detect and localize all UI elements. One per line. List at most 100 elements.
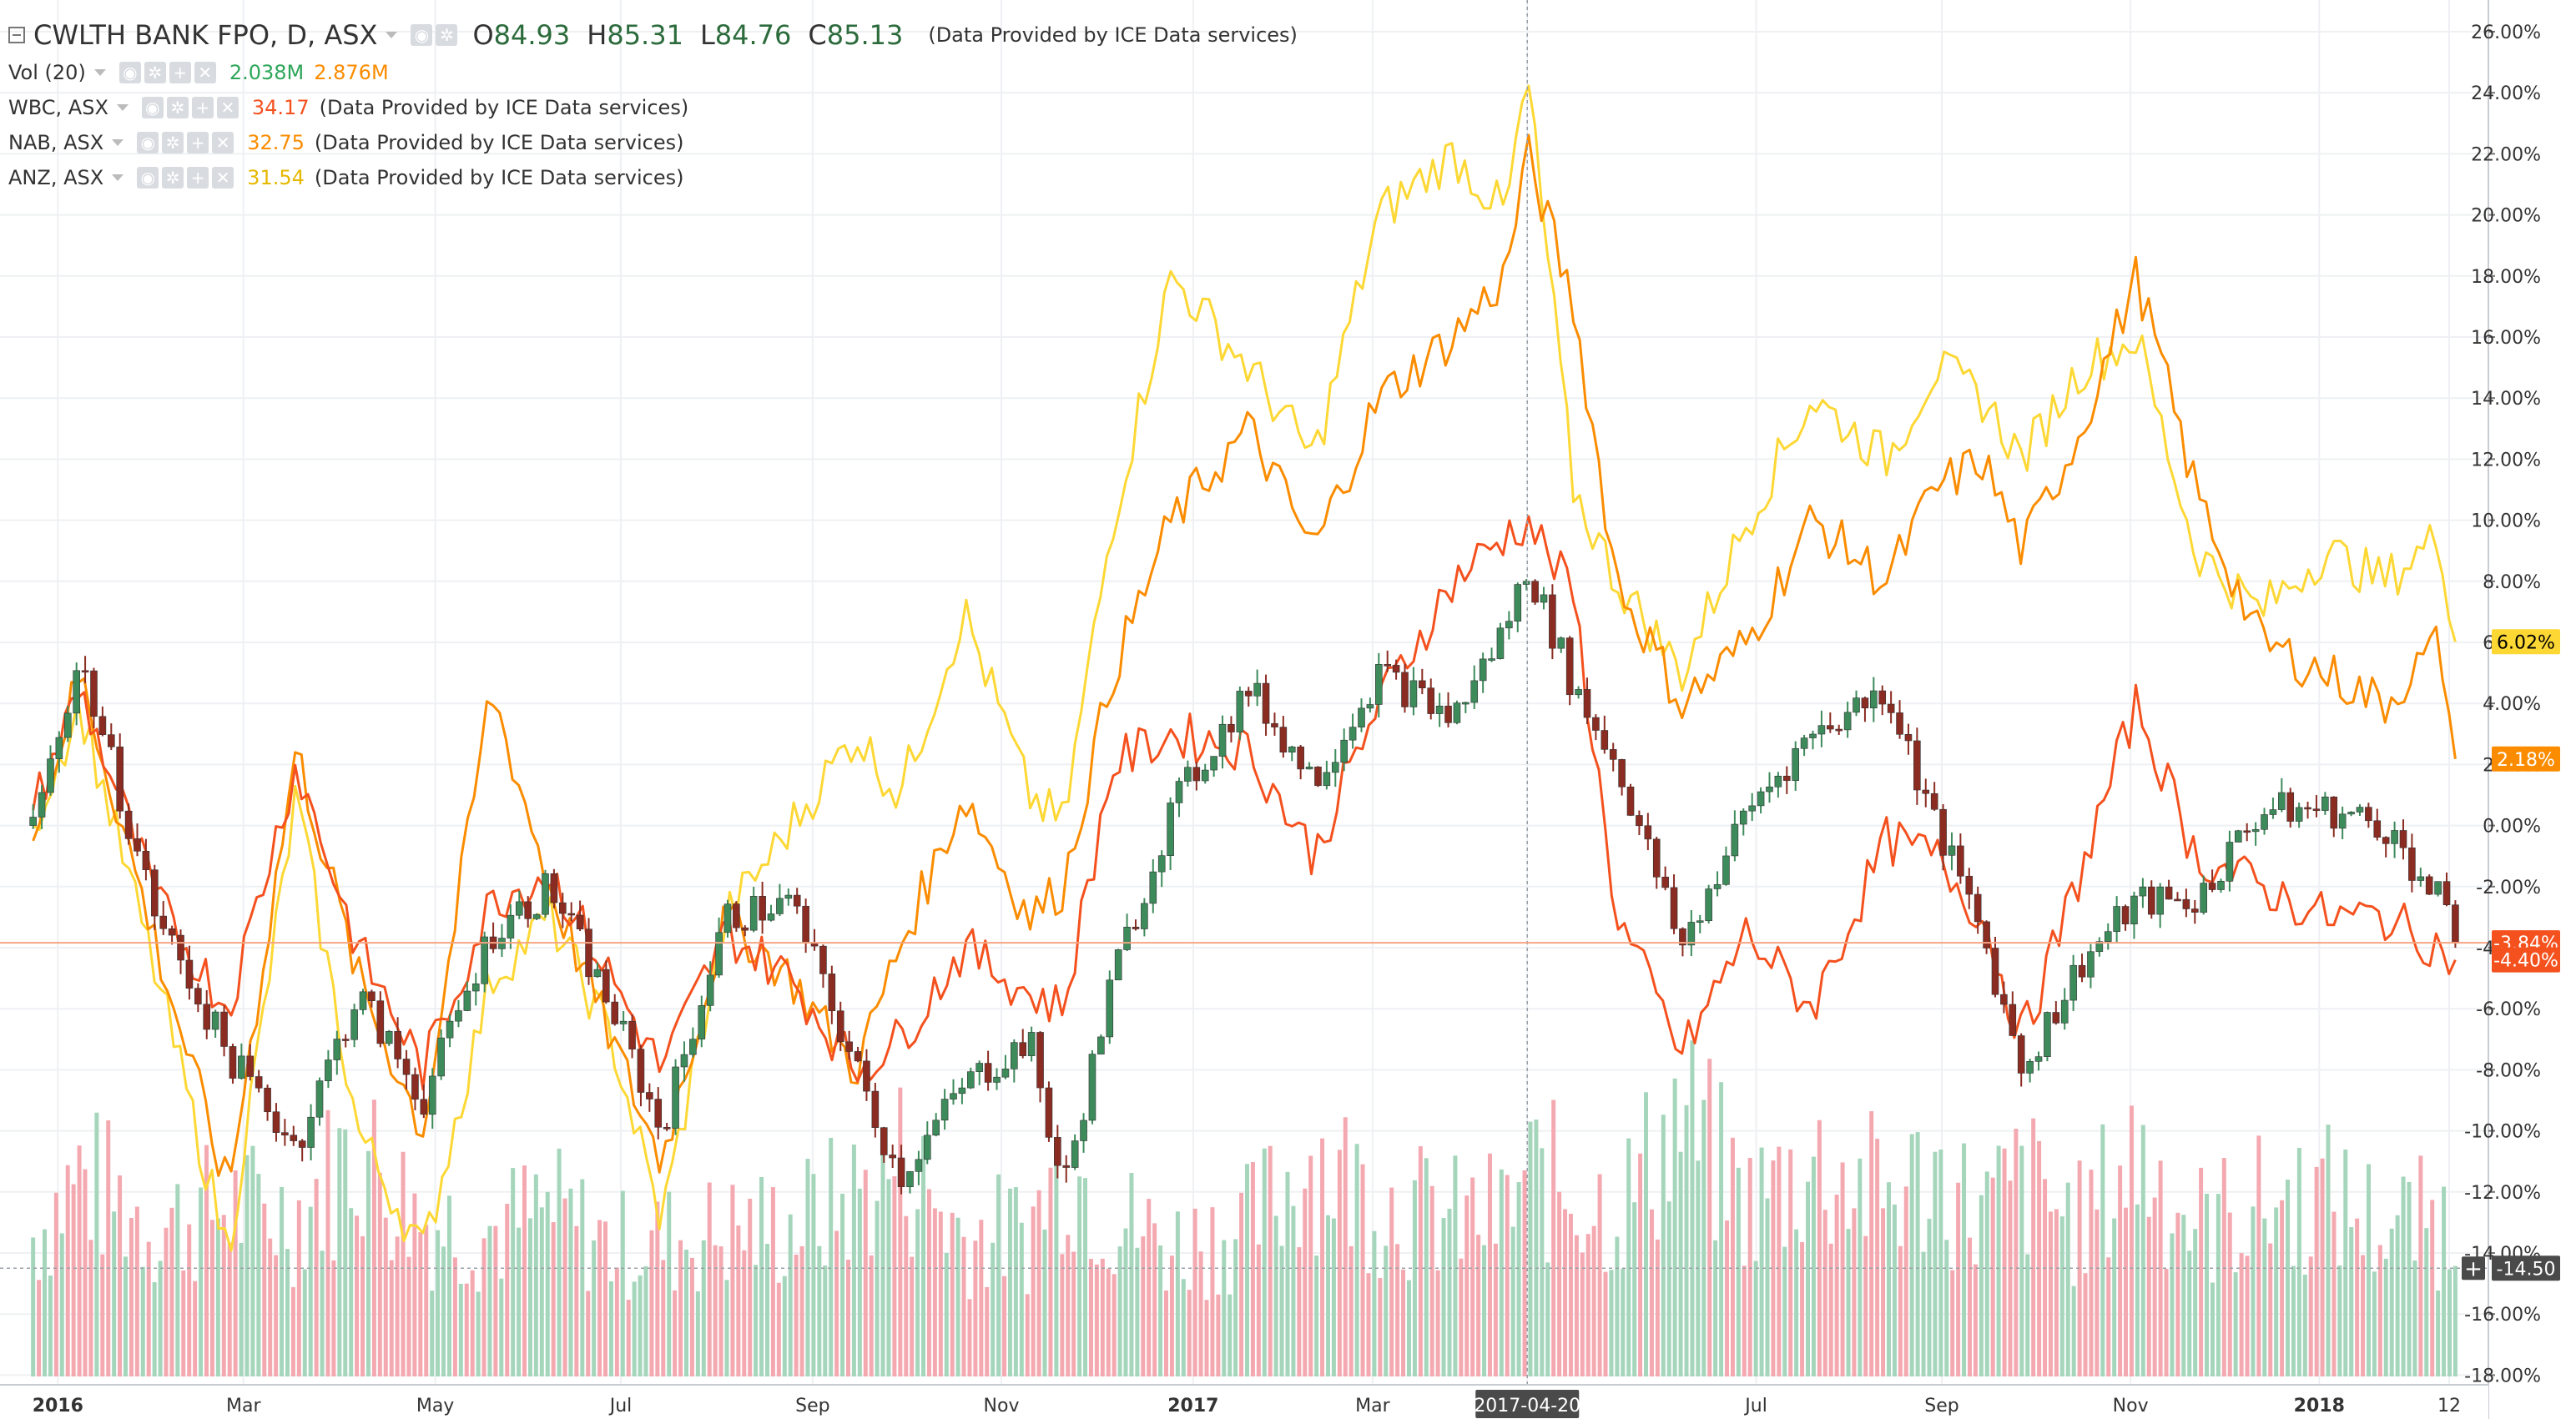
volume-bar xyxy=(181,1270,186,1376)
compare-label[interactable]: NAB, ASX xyxy=(8,131,104,154)
volume-bar xyxy=(2146,1216,2151,1376)
x-tick-label: Sep xyxy=(795,1396,829,1416)
eye-icon[interactable]: ◉ xyxy=(118,62,141,83)
volume-bar xyxy=(1279,1245,1284,1376)
compare-label[interactable]: WBC, ASX xyxy=(8,96,108,119)
candle-body xyxy=(654,1099,663,1128)
candle-body xyxy=(194,988,202,1005)
candle-body xyxy=(854,1051,862,1062)
volume-bar xyxy=(1077,1176,1082,1376)
eye-icon[interactable]: ◉ xyxy=(411,24,433,46)
add-icon[interactable]: + xyxy=(187,167,209,189)
candle-body xyxy=(481,936,488,984)
time-axis[interactable] xyxy=(0,1385,2488,1419)
candle-body xyxy=(463,990,471,1011)
gear-icon[interactable]: ✲ xyxy=(166,97,189,118)
candle-body xyxy=(1896,712,1903,735)
low-value: 84.76 xyxy=(714,19,792,51)
add-icon[interactable]: + xyxy=(191,97,214,118)
volume-bar xyxy=(1666,1201,1671,1376)
candle-body xyxy=(1157,855,1166,873)
add-alert-button[interactable] xyxy=(2462,1256,2485,1281)
volume-bar xyxy=(1360,1164,1365,1376)
candle-body xyxy=(2087,951,2095,978)
close-icon[interactable]: ✕ xyxy=(194,62,216,83)
volume-bar xyxy=(1441,1218,1446,1376)
candle-body xyxy=(637,1049,645,1093)
volume-bar xyxy=(1996,1145,2001,1376)
candle-body xyxy=(940,1099,949,1121)
candle-body xyxy=(2200,883,2207,913)
volume-bar xyxy=(1747,1157,1752,1376)
x-tick-label: Jul xyxy=(608,1396,633,1416)
volume-bar xyxy=(754,1265,759,1376)
volume-bar xyxy=(37,1280,42,1376)
candle-body xyxy=(559,902,567,914)
add-icon[interactable]: + xyxy=(169,62,191,83)
y-tick-label: 4.00% xyxy=(2483,694,2541,715)
add-icon[interactable]: + xyxy=(187,132,209,153)
symbol-title[interactable]: CWLTH BANK FPO, D, ASX xyxy=(33,19,378,51)
candle-body xyxy=(2356,807,2364,813)
close-icon[interactable]: ✕ xyxy=(216,97,239,118)
compare-row-nab: NAB, ASX ◉ ✲ + ✕ 32.75 (Data Provided by… xyxy=(8,125,1298,160)
collapse-legend-button[interactable] xyxy=(8,27,25,43)
compare-label[interactable]: ANZ, ASX xyxy=(8,166,104,189)
price-axis[interactable] xyxy=(2488,0,2576,1419)
candle-body xyxy=(593,969,602,978)
close-icon[interactable]: ✕ xyxy=(212,132,234,153)
volume-bar xyxy=(1684,1105,1689,1376)
volume-label[interactable]: Vol (20) xyxy=(8,61,86,84)
candle-body xyxy=(1288,746,1296,752)
candle-body xyxy=(1141,903,1148,929)
volume-bar xyxy=(1528,1121,1533,1376)
volume-bar xyxy=(43,1229,48,1376)
volume-bar xyxy=(1892,1204,1897,1376)
close-icon[interactable]: ✕ xyxy=(212,167,234,189)
volume-bar xyxy=(533,1174,538,1376)
volume-bar xyxy=(285,1249,290,1376)
candle-body xyxy=(1444,705,1452,723)
candle-body xyxy=(1106,979,1114,1038)
candle-body xyxy=(1557,637,1565,649)
chevron-down-icon[interactable] xyxy=(93,69,106,76)
chevron-down-icon[interactable] xyxy=(386,32,398,38)
gear-icon[interactable]: ✲ xyxy=(162,167,184,189)
volume-bar xyxy=(1060,1254,1065,1376)
volume-bar xyxy=(1522,1170,1527,1376)
x-tick-label: Sep xyxy=(1924,1396,1958,1416)
chevron-down-icon[interactable] xyxy=(116,104,129,111)
volume-bar xyxy=(1753,1260,1758,1376)
chevron-down-icon[interactable] xyxy=(112,174,124,181)
candle-body xyxy=(1262,682,1270,724)
volume-bar xyxy=(1915,1132,1920,1376)
candle-body xyxy=(975,1063,984,1072)
volume-bar xyxy=(2008,1180,2013,1376)
volume-bar xyxy=(175,1184,180,1376)
volume-bar xyxy=(2140,1125,2145,1376)
volume-bar xyxy=(1782,1246,1787,1376)
gear-icon[interactable]: ✲ xyxy=(162,132,184,153)
candle-body xyxy=(116,746,124,812)
candle-body xyxy=(290,1135,298,1141)
main-symbol-row: CWLTH BANK FPO, D, ASX ◉ ✲ O 84.93 H 85.31… xyxy=(8,15,1298,55)
gear-icon[interactable]: ✲ xyxy=(436,24,458,46)
eye-icon[interactable]: ◉ xyxy=(141,97,164,118)
y-tick-label: -18.00% xyxy=(2464,1366,2541,1386)
gear-icon[interactable]: ✲ xyxy=(144,62,166,83)
volume-bar xyxy=(441,1246,446,1376)
volume-bar xyxy=(1083,1178,1088,1376)
x-tick-label: 2017 xyxy=(1167,1396,1218,1416)
crosshair-date-label: 2017-04-20 xyxy=(1474,1396,1580,1416)
volume-bar xyxy=(2395,1215,2400,1376)
volume-bar xyxy=(2361,1255,2366,1376)
volume-bar xyxy=(1158,1245,1163,1376)
eye-icon[interactable]: ◉ xyxy=(137,132,159,153)
candle-body xyxy=(1071,1140,1079,1168)
chevron-down-icon[interactable] xyxy=(112,139,124,146)
eye-icon[interactable]: ◉ xyxy=(137,167,159,189)
volume-bar xyxy=(574,1225,579,1376)
candle-body xyxy=(1384,664,1392,667)
volume-bar xyxy=(961,1236,966,1376)
